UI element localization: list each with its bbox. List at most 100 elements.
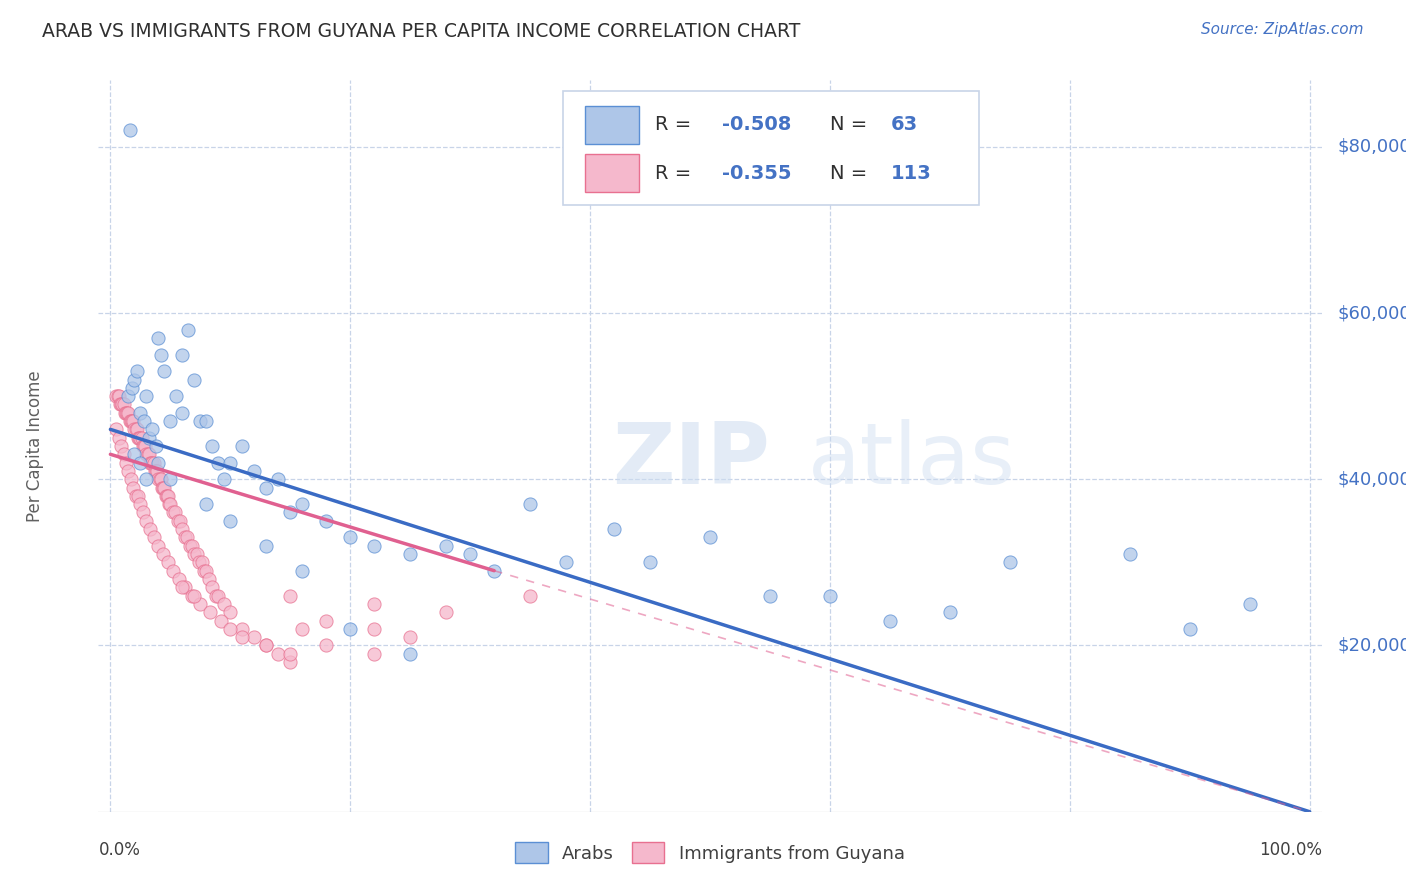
Point (127, 431, 149, 445)
Point (166, 514, 188, 528)
Point (214, 472, 236, 486)
Point (254, 639, 277, 653)
Point (141, 456, 163, 470)
Point (759, 589, 782, 603)
Text: ARAB VS IMMIGRANTS FROM GUYANA PER CAPITA INCOME CORRELATION CHART: ARAB VS IMMIGRANTS FROM GUYANA PER CAPIT… (42, 22, 800, 41)
Point (105, 389, 128, 403)
Point (167, 572, 190, 586)
Point (136, 447, 159, 461)
Point (434, 539, 457, 553)
Point (132, 439, 155, 453)
Point (131, 431, 153, 445)
Point (142, 530, 165, 544)
Point (254, 481, 277, 495)
Point (148, 456, 170, 470)
Point (231, 439, 253, 453)
Point (363, 539, 385, 553)
Point (162, 506, 184, 520)
Point (219, 605, 242, 619)
Point (124, 422, 146, 436)
Point (555, 555, 578, 569)
Point (205, 589, 228, 603)
Point (135, 514, 157, 528)
Text: $20,000: $20,000 (1337, 637, 1406, 655)
Point (699, 530, 721, 544)
Text: 113: 113 (891, 163, 932, 183)
Point (818, 589, 841, 603)
Point (159, 414, 181, 428)
Legend: Arabs, Immigrants from Guyana: Arabs, Immigrants from Guyana (506, 833, 914, 872)
Point (243, 464, 266, 478)
Point (129, 497, 152, 511)
Point (117, 406, 139, 420)
Point (134, 439, 156, 453)
Point (124, 422, 146, 436)
Point (339, 530, 361, 544)
Point (142, 456, 165, 470)
Point (181, 539, 204, 553)
Text: $60,000: $60,000 (1337, 304, 1406, 322)
Point (112, 397, 135, 411)
Point (124, 372, 146, 386)
Point (141, 422, 163, 436)
Point (254, 639, 277, 653)
Point (132, 414, 155, 428)
Point (149, 472, 172, 486)
Point (138, 431, 160, 445)
Point (148, 331, 170, 345)
Point (315, 514, 337, 528)
Point (207, 589, 229, 603)
Point (125, 364, 148, 378)
Text: N =: N = (830, 163, 873, 183)
Point (132, 506, 155, 520)
Point (129, 406, 152, 420)
Point (149, 348, 172, 362)
Point (143, 464, 166, 478)
Point (519, 497, 541, 511)
Point (193, 564, 215, 578)
Point (482, 564, 505, 578)
Text: Per Capita Income: Per Capita Income (25, 370, 44, 522)
Point (105, 422, 128, 436)
FancyBboxPatch shape (564, 91, 979, 204)
Point (278, 655, 301, 669)
Text: ZIP: ZIP (612, 419, 770, 502)
Point (179, 539, 201, 553)
Text: -0.355: -0.355 (723, 163, 792, 183)
Point (1239, 597, 1261, 611)
Point (219, 622, 242, 636)
Point (339, 622, 361, 636)
Point (195, 497, 218, 511)
Point (278, 647, 301, 661)
Point (363, 597, 385, 611)
Point (207, 456, 229, 470)
Point (108, 389, 129, 403)
Point (267, 647, 290, 661)
Point (121, 414, 143, 428)
Point (156, 555, 179, 569)
Point (1178, 622, 1201, 636)
Point (129, 456, 152, 470)
Point (291, 564, 314, 578)
Point (186, 547, 208, 561)
Point (363, 647, 385, 661)
Point (127, 489, 149, 503)
Point (434, 605, 457, 619)
Point (195, 564, 218, 578)
Point (188, 555, 211, 569)
Point (124, 489, 146, 503)
Text: R =: R = (655, 115, 697, 135)
Point (156, 489, 179, 503)
Point (201, 439, 224, 453)
Point (118, 123, 141, 137)
Point (177, 323, 200, 337)
Text: Source: ZipAtlas.com: Source: ZipAtlas.com (1201, 22, 1364, 37)
Point (998, 555, 1021, 569)
Point (157, 497, 180, 511)
Point (115, 456, 138, 470)
Point (132, 439, 155, 453)
Point (169, 514, 191, 528)
Point (315, 614, 337, 628)
Point (110, 397, 132, 411)
Point (135, 389, 157, 403)
